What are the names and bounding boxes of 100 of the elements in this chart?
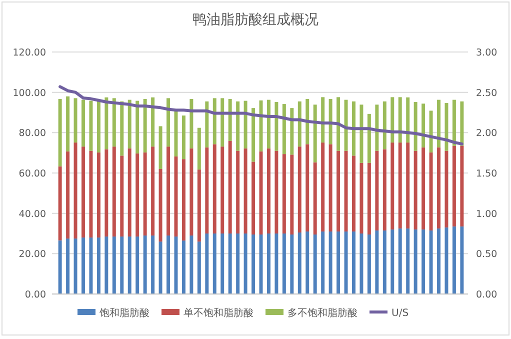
bar [352,231,356,294]
bar [298,146,302,232]
bar [274,150,278,234]
y-tick-label: 60.00 [18,168,46,180]
bar [228,98,232,141]
bar [398,97,402,143]
bar [429,110,433,152]
bar [166,146,170,236]
bar [306,231,310,294]
bar [290,108,294,155]
bar [151,236,155,294]
bar [143,152,147,236]
bar [444,150,448,228]
bar [360,104,364,163]
bar [390,142,394,230]
y2-tick-label: 0.00 [476,290,498,300]
bar [228,234,232,294]
bar [205,101,209,148]
bar [437,147,440,228]
bar [429,152,433,230]
y-tick-label: 20.00 [18,249,46,260]
bar [212,98,216,144]
bar [112,98,116,147]
bar [406,97,410,143]
y2-tick-label: 2.00 [476,128,498,140]
bar [266,234,270,294]
bar [321,97,325,143]
bar [298,101,302,147]
bar [352,101,356,156]
bar [89,238,93,294]
y2-tick-label: 1.50 [476,168,498,180]
y-tick-label: 120.00 [12,48,46,58]
bar [104,236,108,294]
legend-label: 饱和脂肪酸 [98,307,150,319]
bar [336,97,340,151]
bar [66,96,70,152]
bar [74,98,78,143]
bar [390,229,394,294]
bar [414,102,418,151]
bar [151,97,155,147]
bar [422,104,426,148]
bar [136,153,140,237]
bar [244,234,248,294]
bar [236,150,240,234]
bar [414,150,418,230]
bar [74,142,78,239]
bar [460,101,464,146]
bar [151,146,155,236]
chart-title: 鸭油脂肪酸组成概况 [192,12,318,28]
bar [336,231,340,294]
bar [58,240,62,294]
bar [96,238,100,294]
bar [197,128,201,170]
bar [398,228,402,294]
bar [252,108,256,162]
bar [422,229,426,294]
bar [367,234,371,294]
legend-label: U/S [392,308,409,319]
bar [313,234,317,294]
bar [375,104,379,151]
bar [444,103,448,151]
bar [336,150,340,232]
bar [212,234,216,294]
bar [120,236,124,294]
bar [460,146,464,226]
y2-tick-label: 2.50 [476,88,498,99]
bar [220,98,224,147]
bar [158,168,162,242]
bar [398,142,402,228]
legend-label: 多不饱和脂肪酸 [288,307,358,319]
bar [166,236,170,294]
bar [197,170,201,242]
bar [236,234,240,294]
bar [104,149,108,237]
bar [143,236,147,294]
bar [228,140,232,234]
bar [197,242,201,294]
bar [220,234,224,294]
bar [244,148,248,234]
bar [128,236,132,294]
bar [367,114,371,163]
bar [58,98,62,166]
bar [321,142,325,232]
bar [220,146,224,234]
bar [452,226,456,294]
bar [382,149,386,230]
bar [136,100,140,154]
bar [128,100,132,148]
bar [306,98,310,144]
bar [460,226,464,294]
bar [252,162,256,235]
bar [104,97,108,150]
bar [82,100,85,147]
bar [274,102,278,151]
bar [444,227,448,294]
bar [66,151,70,239]
bar [112,236,116,294]
bar [290,234,294,294]
bar [313,162,317,235]
bar [290,154,294,235]
